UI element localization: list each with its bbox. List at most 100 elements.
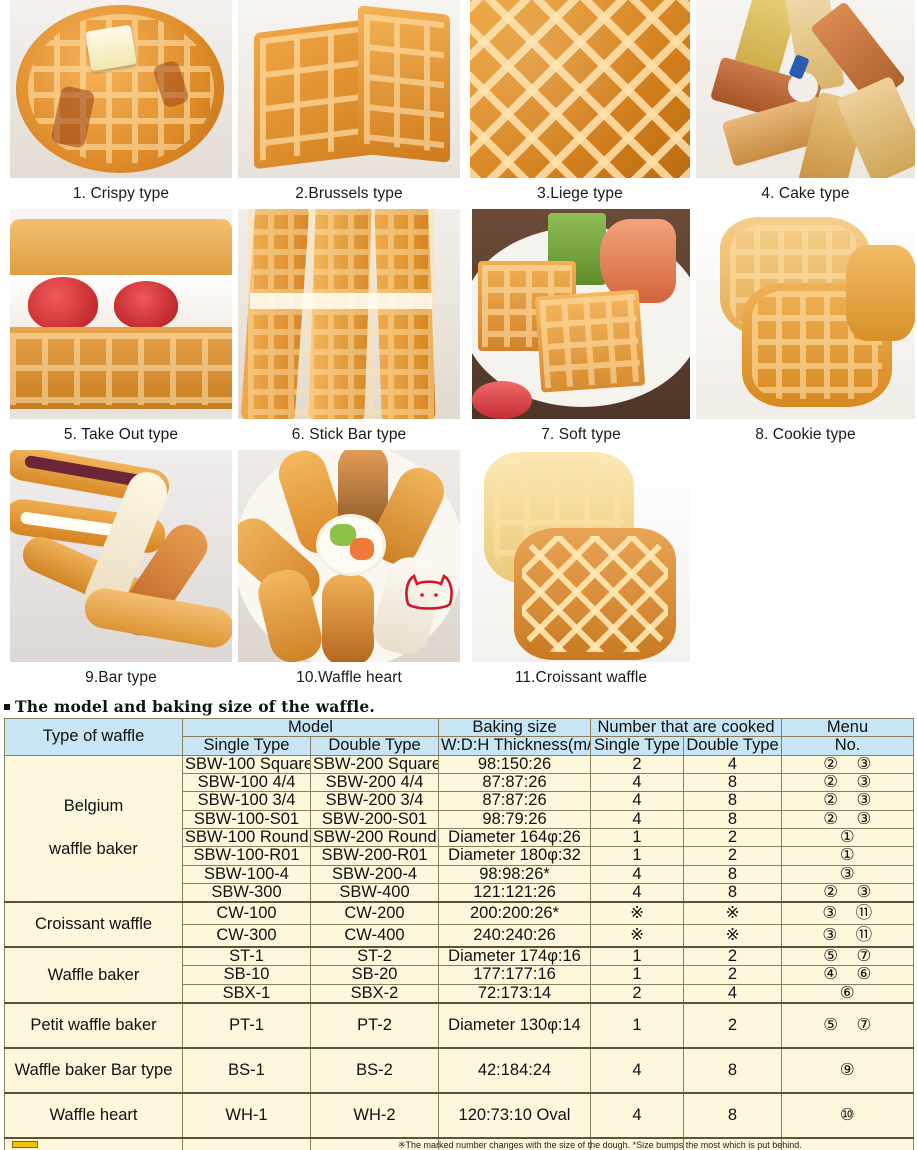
gallery-item-3[interactable]: 3.Liege type: [468, 0, 696, 203]
cell-model-single: PT-1: [182, 1001, 311, 1049]
brand-cat-logo-icon: [405, 574, 453, 610]
cell-model-double: SBW-200 Round Type: [309, 827, 440, 848]
cell-menu-no: ⑧: [781, 1136, 915, 1150]
cell-model-single: CWK-100: [182, 1136, 311, 1150]
cell-waffle-type: Waffle baker: [4, 946, 183, 1004]
gallery-item-5[interactable]: 5. Take Out type: [0, 209, 232, 444]
table-row: Petit waffle baker PT-1 PT-2 Diameter 130φ:…: [4, 1001, 915, 1049]
cell-cooked-double: 8: [683, 791, 783, 811]
cell-cooked-double: 4: [683, 983, 783, 1004]
cell-menu-no: ⑩: [781, 1091, 915, 1139]
cell-cooked-double: 8: [683, 864, 783, 884]
cell-model-double: SBW-200-S01: [309, 809, 440, 829]
gallery-caption-11: 11.Croissant waffle: [514, 669, 648, 686]
cell-model-single: SBW-100-4: [182, 864, 311, 884]
cell-cooked-double: ※: [683, 924, 783, 948]
cell-waffle-type: Cookie baker: [4, 1136, 183, 1150]
table-head: Type of waffle Model Baking size Number …: [4, 717, 915, 756]
gallery-row-3: 9.Bar type: [0, 450, 917, 687]
cell-waffle-type: Waffle heart: [4, 1091, 183, 1139]
gallery-caption-8: 8. Cookie type: [755, 426, 856, 443]
gallery-caption-4: 4. Cake type: [761, 185, 850, 202]
cell-cooked-single: 1: [590, 1001, 685, 1049]
cell-waffle-type: Petit waffle baker: [4, 1001, 183, 1049]
cell-baking-size: Diameter 130φ:14: [438, 1001, 592, 1049]
cell-cooked-double: 8: [683, 772, 783, 793]
cell-model-single: SBW-100-R01: [182, 846, 311, 866]
cell-model-double: SBW-200 4/4: [309, 772, 440, 793]
cell-cooked-double: 2: [683, 946, 783, 967]
cell-menu-no: ③: [781, 864, 915, 884]
cell-model-double: CW-400: [309, 924, 440, 948]
cell-cooked-single: 4: [590, 882, 685, 903]
cell-baking-size: 177:177:16: [438, 965, 592, 985]
gallery-caption-9: 9.Bar type: [85, 669, 157, 686]
cell-model-double: SBW-200 3/4: [309, 791, 440, 811]
gallery-caption-2: 2.Brussels type: [295, 185, 403, 202]
photo-bar-type: [10, 450, 232, 662]
cell-model-single: WH-1: [182, 1091, 311, 1139]
gallery-item-7[interactable]: 7. Soft type: [468, 209, 696, 444]
table-row: Waffle baker ST-1 ST-2 Diameter 174φ:16 1 2 ⑤ ⑦: [4, 946, 915, 1004]
photo-waffle-heart: [238, 450, 460, 662]
gallery-caption-7: 7. Soft type: [541, 426, 621, 443]
photo-stick-bar-type: [238, 209, 460, 419]
cell-baking-size: 98:79:26: [438, 809, 592, 829]
table-row: SBW-100-S01 SBW-200-S01 98:79:26 4 8 ② ③: [5, 809, 915, 829]
cell-cooked-single: 1: [590, 846, 685, 866]
cell-model-single: SB-10: [182, 965, 311, 985]
cell-cooked-single: 4: [590, 864, 685, 884]
cell-cooked-double: 2: [683, 965, 783, 985]
cell-model-double: SBW-200 Square type: [309, 754, 440, 774]
table-row: SBW-100-R01 SBW-200-R01 Diameter 180φ:32 1 2…: [5, 846, 915, 866]
gallery-caption-10: 10.Waffle heart: [296, 669, 402, 686]
cell-model-double: SBX-2: [309, 983, 440, 1004]
cell-baking-size: 42:184:24: [438, 1046, 592, 1094]
color-swatch-marker: [12, 1141, 38, 1148]
gallery-item-1[interactable]: 1. Crispy type: [0, 0, 232, 203]
photo-soft-type: [472, 209, 690, 419]
th-menu-no: No.: [781, 736, 915, 756]
cell-cooked-double: 8: [683, 1046, 783, 1094]
cell-cooked-single: 2: [590, 983, 685, 1004]
cell-cooked-single: ※: [590, 924, 685, 948]
gallery-item-2[interactable]: 2.Brussels type: [232, 0, 468, 203]
cell-cooked-double: 2: [683, 827, 783, 848]
cell-menu-no: ⑨: [781, 1046, 915, 1094]
th-cooked-single-type: Single Type: [590, 736, 685, 756]
cell-cooked-double: 8: [683, 809, 783, 829]
gallery-item-4[interactable]: 4. Cake type: [696, 0, 917, 203]
cell-cooked-double: 2: [683, 846, 783, 866]
gallery-caption-1: 1. Crispy type: [72, 185, 170, 202]
th-model-double-type: Double Type: [309, 736, 440, 756]
cell-model-double: SB-20: [309, 965, 440, 985]
cell-model-single: SBX-1: [182, 983, 311, 1004]
th-number-cooked: Number that are cooked: [590, 717, 783, 738]
cell-cooked-single: 1: [590, 946, 685, 967]
cell-waffle-type: Croissant waffle: [4, 901, 183, 948]
cell-baking-size: Diameter 174φ:16: [438, 946, 592, 967]
cell-model-double: SBW-200-4: [309, 864, 440, 884]
cell-waffle-type: Waffle baker Bar type: [4, 1046, 183, 1094]
gallery-item-6[interactable]: 6. Stick Bar type: [232, 209, 468, 444]
th-baking-size-sub: W:D:H Thickness(m/m): [438, 736, 592, 756]
cell-cooked-double: 8: [683, 1136, 783, 1150]
table-row: Waffle baker Bar type BS-1 BS-2 42:184:24 4 8…: [4, 1046, 915, 1094]
th-baking-size: Baking size: [438, 717, 592, 738]
cell-baking-size: 72:173:14: [438, 983, 592, 1004]
gallery-item-10[interactable]: 10.Waffle heart: [232, 450, 468, 687]
gallery-item-11[interactable]: 11.Croissant waffle: [468, 450, 696, 687]
cell-baking-size: 87:87:26: [438, 791, 592, 811]
gallery-item-9[interactable]: 9.Bar type: [0, 450, 232, 687]
footnote-text: ※The marked number changes with the size…: [398, 1140, 802, 1150]
gallery-item-8[interactable]: 8. Cookie type: [696, 209, 917, 444]
cell-baking-size: 98:150:26: [438, 754, 592, 774]
cell-cooked-single: 2: [590, 754, 685, 774]
cell-model-double: SBW-400: [309, 882, 440, 903]
